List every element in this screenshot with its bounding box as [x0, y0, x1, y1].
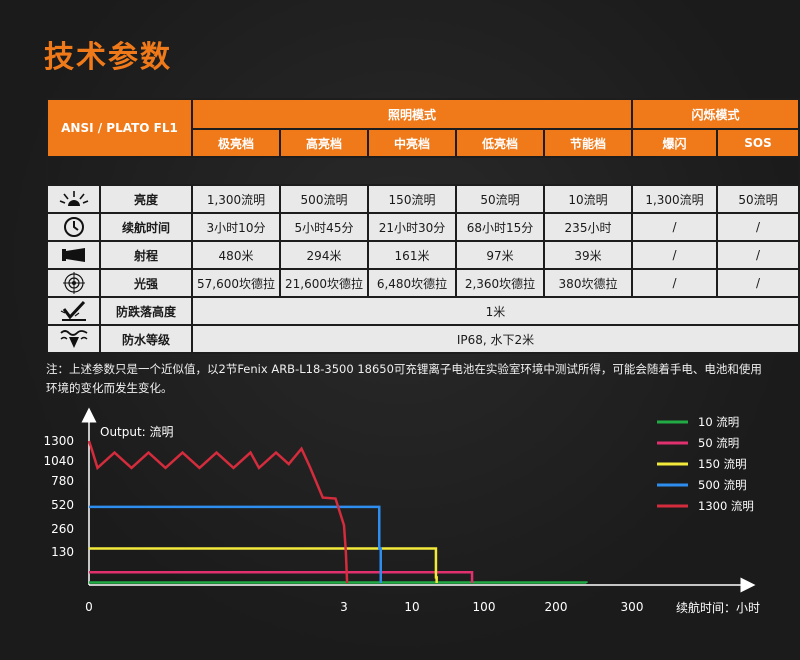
table-row: 射程 480米 294米 161米 97米 39米 / /	[46, 240, 800, 270]
footnote: 注：上述参数只是一个近似值，以2节Fenix ARB-L18-3500 1865…	[46, 362, 762, 395]
cell: 235小时	[543, 212, 633, 242]
row-label: 光强	[99, 268, 193, 298]
table-row: 防水等级 IP68, 水下2米	[46, 324, 800, 354]
cell: 1,300流明	[191, 184, 281, 214]
cell: 21,600坎德拉	[279, 268, 369, 298]
x-tick-label: 0	[85, 600, 93, 614]
mode-header: 低亮档	[455, 128, 545, 158]
y-tick-label: 260	[51, 522, 74, 536]
cell: 10流明	[543, 184, 633, 214]
cell: 39米	[543, 240, 633, 270]
impact-icon	[46, 296, 101, 326]
cell: /	[716, 212, 800, 242]
mode-header: 极亮档	[191, 128, 281, 158]
x-tick-label: 200	[545, 600, 568, 614]
mode-header: SOS	[716, 128, 800, 158]
cell: 68小时15分	[455, 212, 545, 242]
y-tick-label: 1040	[43, 454, 74, 468]
cell: IP68, 水下2米	[191, 324, 800, 354]
target-icon	[46, 268, 101, 298]
cell: 50流明	[455, 184, 545, 214]
cell: 97米	[455, 240, 545, 270]
legend-label: 500 流明	[698, 478, 747, 492]
x-tick-label: 100	[473, 600, 496, 614]
cell: 480米	[191, 240, 281, 270]
row-label: 射程	[99, 240, 193, 270]
row-label: 亮度	[99, 184, 193, 214]
cell: 57,600坎德拉	[191, 268, 281, 298]
cell: 2,360坎德拉	[455, 268, 545, 298]
cell: /	[716, 240, 800, 270]
legend-label: 150 流明	[698, 457, 747, 471]
table-row: 防跌落高度 1米	[46, 296, 800, 326]
y-tick-label: 130	[51, 545, 74, 559]
cell: /	[631, 212, 718, 242]
brightness-icon	[46, 184, 101, 214]
cell: /	[716, 268, 800, 298]
beam-distance-icon	[46, 240, 101, 270]
x-tick-label: 10	[404, 600, 419, 614]
runtime-chart: Output: 流明 续航时间：小时 13001040780520260130 …	[43, 407, 760, 615]
cell: /	[631, 240, 718, 270]
cell: 6,480坎德拉	[367, 268, 457, 298]
cell: 1米	[191, 296, 800, 326]
model-header: ANSI / PLATO FL1	[46, 98, 193, 158]
cell: 21小时30分	[367, 212, 457, 242]
x-axis-label: 续航时间：小时	[676, 600, 760, 615]
spec-table: ANSI / PLATO FL1 照明模式 闪烁模式 极亮档 高亮档 中亮档 低…	[46, 98, 800, 354]
mode-header: 节能档	[543, 128, 633, 158]
lighting-mode-header: 照明模式	[191, 98, 633, 130]
series-line	[89, 547, 438, 583]
cell: 294米	[279, 240, 369, 270]
cell: 50流明	[716, 184, 800, 214]
water-icon	[46, 324, 101, 354]
cell: 3小时10分	[191, 212, 281, 242]
clock-icon	[46, 212, 101, 242]
cell: 1,300流明	[631, 184, 718, 214]
y-tick-label: 1300	[43, 434, 74, 448]
cell: 500流明	[279, 184, 369, 214]
legend-label: 50 流明	[698, 436, 739, 450]
row-label: 续航时间	[99, 212, 193, 242]
y-tick-label: 520	[51, 498, 74, 512]
mode-header: 爆闪	[631, 128, 718, 158]
table-row: 续航时间 3小时10分 5小时45分 21小时30分 68小时15分 235小时…	[46, 212, 800, 242]
cell: 150流明	[367, 184, 457, 214]
y-tick-label: 780	[51, 474, 74, 488]
cell: 161米	[367, 240, 457, 270]
cell: /	[631, 268, 718, 298]
y-axis-label: Output: 流明	[100, 425, 174, 439]
table-row: 亮度 1,300流明 500流明 150流明 50流明 10流明 1,300流明…	[46, 184, 800, 214]
table-row: 光强 57,600坎德拉 21,600坎德拉 6,480坎德拉 2,360坎德拉…	[46, 268, 800, 298]
series-line	[89, 571, 474, 583]
mode-header: 高亮档	[279, 128, 369, 158]
cell: 380坎德拉	[543, 268, 633, 298]
row-label: 防水等级	[99, 324, 193, 354]
cell: 5小时45分	[279, 212, 369, 242]
series-line	[87, 440, 349, 584]
legend-label: 1300 流明	[698, 499, 754, 513]
series-line	[89, 505, 382, 583]
page-title: 技术参数	[44, 40, 172, 75]
legend-label: 10 流明	[698, 415, 739, 429]
row-label: 防跌落高度	[99, 296, 193, 326]
series-line	[89, 581, 588, 584]
mode-header: 中亮档	[367, 128, 457, 158]
x-tick-label: 3	[340, 600, 348, 614]
flash-mode-header: 闪烁模式	[631, 98, 800, 130]
x-tick-label: 300	[621, 600, 644, 614]
